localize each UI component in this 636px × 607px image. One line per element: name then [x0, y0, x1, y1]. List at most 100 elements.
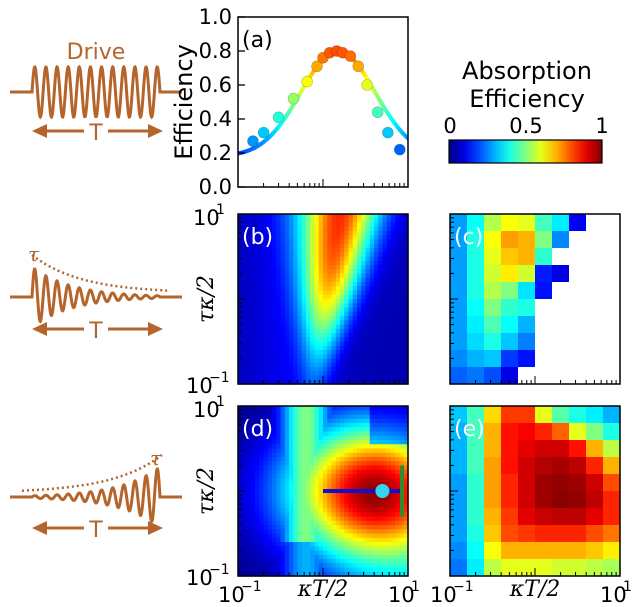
heat-cell	[327, 414, 333, 420]
heat-cell	[289, 474, 294, 479]
heat-cell	[293, 495, 299, 501]
heat-cell	[272, 290, 277, 296]
heat-cell	[361, 418, 367, 424]
heat-cell	[382, 350, 388, 355]
heat-cell	[318, 410, 324, 416]
heat-cell	[284, 431, 290, 437]
heat-cell	[289, 286, 294, 292]
heat-cell	[535, 491, 553, 509]
heat-cell	[306, 320, 311, 326]
heat-cell	[357, 554, 362, 560]
heat-cell	[352, 406, 358, 411]
heat-cell	[301, 358, 307, 364]
heat-cell	[378, 529, 384, 535]
heat-cell	[467, 474, 485, 492]
decay-envelope	[31, 253, 171, 292]
heat-cell	[348, 414, 354, 420]
heat-cell	[365, 328, 371, 334]
heat-cell	[280, 563, 286, 569]
heat-cell	[263, 367, 269, 372]
heat-cell	[276, 218, 282, 224]
heat-cell	[242, 486, 248, 492]
heat-cell	[340, 440, 345, 445]
heat-cell	[395, 362, 401, 368]
heat-cell	[263, 371, 269, 377]
heat-cell	[284, 328, 290, 334]
heat-cell	[369, 341, 375, 347]
heat-cell	[403, 277, 409, 283]
heat-cell	[348, 478, 354, 484]
heat-cell	[297, 243, 303, 249]
heat-cell	[335, 375, 341, 381]
heat-cell	[484, 333, 502, 351]
heat-cell	[403, 379, 409, 385]
heat-cell	[340, 307, 345, 313]
heat-cell	[403, 457, 409, 462]
heat-cell	[284, 350, 290, 355]
heat-cell	[586, 231, 604, 249]
heat-cell	[344, 371, 350, 377]
heat-cell	[314, 341, 320, 347]
heat-cell	[267, 235, 273, 241]
heat-cell	[323, 252, 328, 258]
heat-cell	[246, 529, 252, 535]
heat-cell	[399, 307, 405, 313]
heat-cell	[386, 350, 392, 355]
heat-cell	[361, 410, 367, 416]
heat-cell	[399, 328, 405, 334]
heat-cell	[284, 478, 290, 484]
heat-cell	[365, 418, 371, 424]
heat-cell	[272, 554, 277, 560]
heat-cell	[340, 358, 345, 364]
heat-cell	[403, 214, 409, 219]
heat-cell	[361, 435, 367, 441]
heat-cell	[552, 525, 570, 543]
heat-cell	[310, 341, 316, 347]
heat-cell	[327, 311, 333, 317]
heat-cell	[335, 316, 341, 321]
heat-cell	[395, 252, 401, 258]
heat-cell	[382, 448, 388, 454]
heat-cell	[348, 542, 354, 547]
heat-cell	[250, 265, 256, 270]
heat-cell	[395, 465, 401, 471]
heat-cell	[352, 491, 358, 496]
heat-cell	[306, 474, 311, 479]
heat-cell	[344, 508, 350, 513]
heat-cell	[272, 563, 277, 569]
heat-cell	[344, 503, 350, 509]
heat-cell	[314, 354, 320, 360]
heat-cell	[403, 286, 409, 292]
heat-cell	[246, 299, 252, 304]
heat-cell	[276, 222, 282, 228]
heat-cell	[301, 482, 307, 488]
heat-cell	[382, 286, 388, 292]
heat-cell	[365, 503, 371, 509]
heat-cell	[289, 554, 294, 560]
heat-cell	[323, 491, 328, 496]
heat-cell	[255, 222, 260, 228]
heat-cell	[272, 529, 277, 535]
heat-cell	[374, 423, 379, 428]
heat-cell	[306, 469, 311, 475]
heat-cell	[246, 354, 252, 360]
heat-cell	[603, 231, 621, 249]
heat-cell	[399, 218, 405, 224]
heat-cell	[344, 542, 350, 547]
heat-cell	[357, 457, 362, 462]
heat-cell	[242, 474, 248, 479]
heat-cell	[348, 571, 354, 577]
heat-cell	[255, 559, 260, 564]
heat-cell	[267, 503, 273, 509]
heat-cell	[263, 567, 269, 573]
heat-cell	[238, 431, 243, 437]
heat-cell	[297, 431, 303, 437]
heat-cell	[259, 273, 265, 279]
heat-cell	[272, 371, 277, 377]
heat-cell	[318, 512, 324, 518]
heat-cell	[361, 508, 367, 513]
heat-cell	[242, 307, 248, 313]
heat-cell	[259, 265, 265, 270]
heat-cell	[318, 550, 324, 556]
heat-cell	[374, 214, 379, 219]
